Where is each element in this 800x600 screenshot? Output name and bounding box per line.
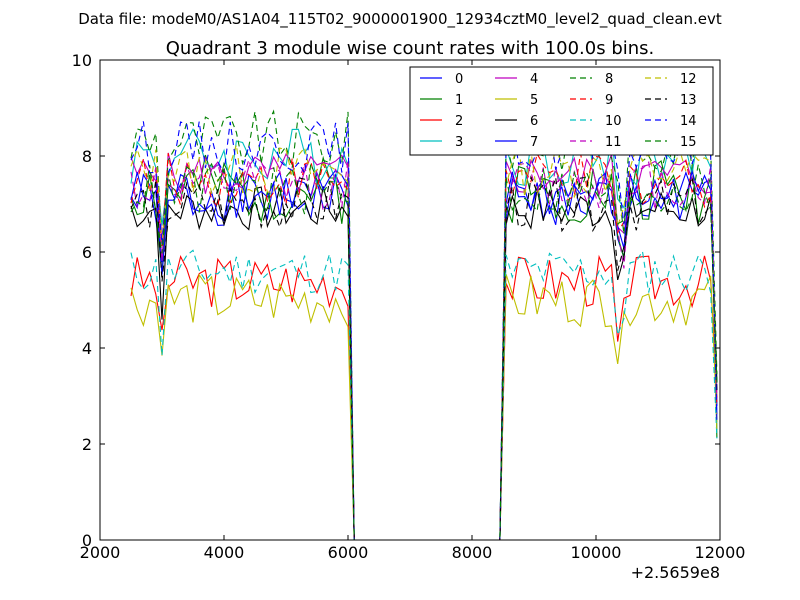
legend-label-14: 14 — [680, 114, 697, 129]
y-tick-label: 10 — [72, 51, 92, 70]
x-tick-label: 12000 — [695, 543, 746, 562]
x-tick-label: 4000 — [204, 543, 245, 562]
legend-label-12: 12 — [680, 72, 697, 87]
legend-label-0: 0 — [455, 72, 463, 87]
x-tick-label: 8000 — [452, 543, 493, 562]
figure-suptitle: Data file: modeM0/AS1A04_115T02_90000019… — [78, 10, 722, 29]
legend-label-2: 2 — [455, 114, 463, 129]
legend-label-11: 11 — [605, 135, 622, 150]
y-tick-label: 8 — [82, 147, 92, 166]
legend-label-1: 1 — [455, 93, 463, 108]
legend-box — [409, 66, 714, 156]
legend-label-13: 13 — [680, 93, 697, 108]
legend-label-10: 10 — [605, 114, 622, 129]
legend-label-4: 4 — [530, 72, 538, 87]
x-tick-label: 2000 — [80, 543, 121, 562]
chart-title: Quadrant 3 module wise count rates with … — [166, 38, 655, 59]
x-tick-label: 6000 — [328, 543, 369, 562]
x-tick-label: 10000 — [571, 543, 622, 562]
y-tick-label: 2 — [82, 435, 92, 454]
x-axis-offset-label: +2.5659e8 — [631, 563, 720, 582]
axes-frame — [99, 59, 721, 541]
legend-label-3: 3 — [455, 135, 463, 150]
legend-label-5: 5 — [530, 93, 538, 108]
legend-label-8: 8 — [605, 72, 613, 87]
series-line-13 — [130, 175, 718, 541]
legend-label-7: 7 — [530, 135, 538, 150]
ticks-layer — [99, 59, 721, 541]
y-tick-label: 0 — [82, 531, 92, 550]
series-line-11 — [130, 156, 718, 541]
legend-label-15: 15 — [680, 135, 697, 150]
y-tick-label: 4 — [82, 339, 92, 358]
legend-label-6: 6 — [530, 114, 538, 129]
legend-label-9: 9 — [605, 93, 613, 108]
y-tick-label: 6 — [82, 243, 92, 262]
